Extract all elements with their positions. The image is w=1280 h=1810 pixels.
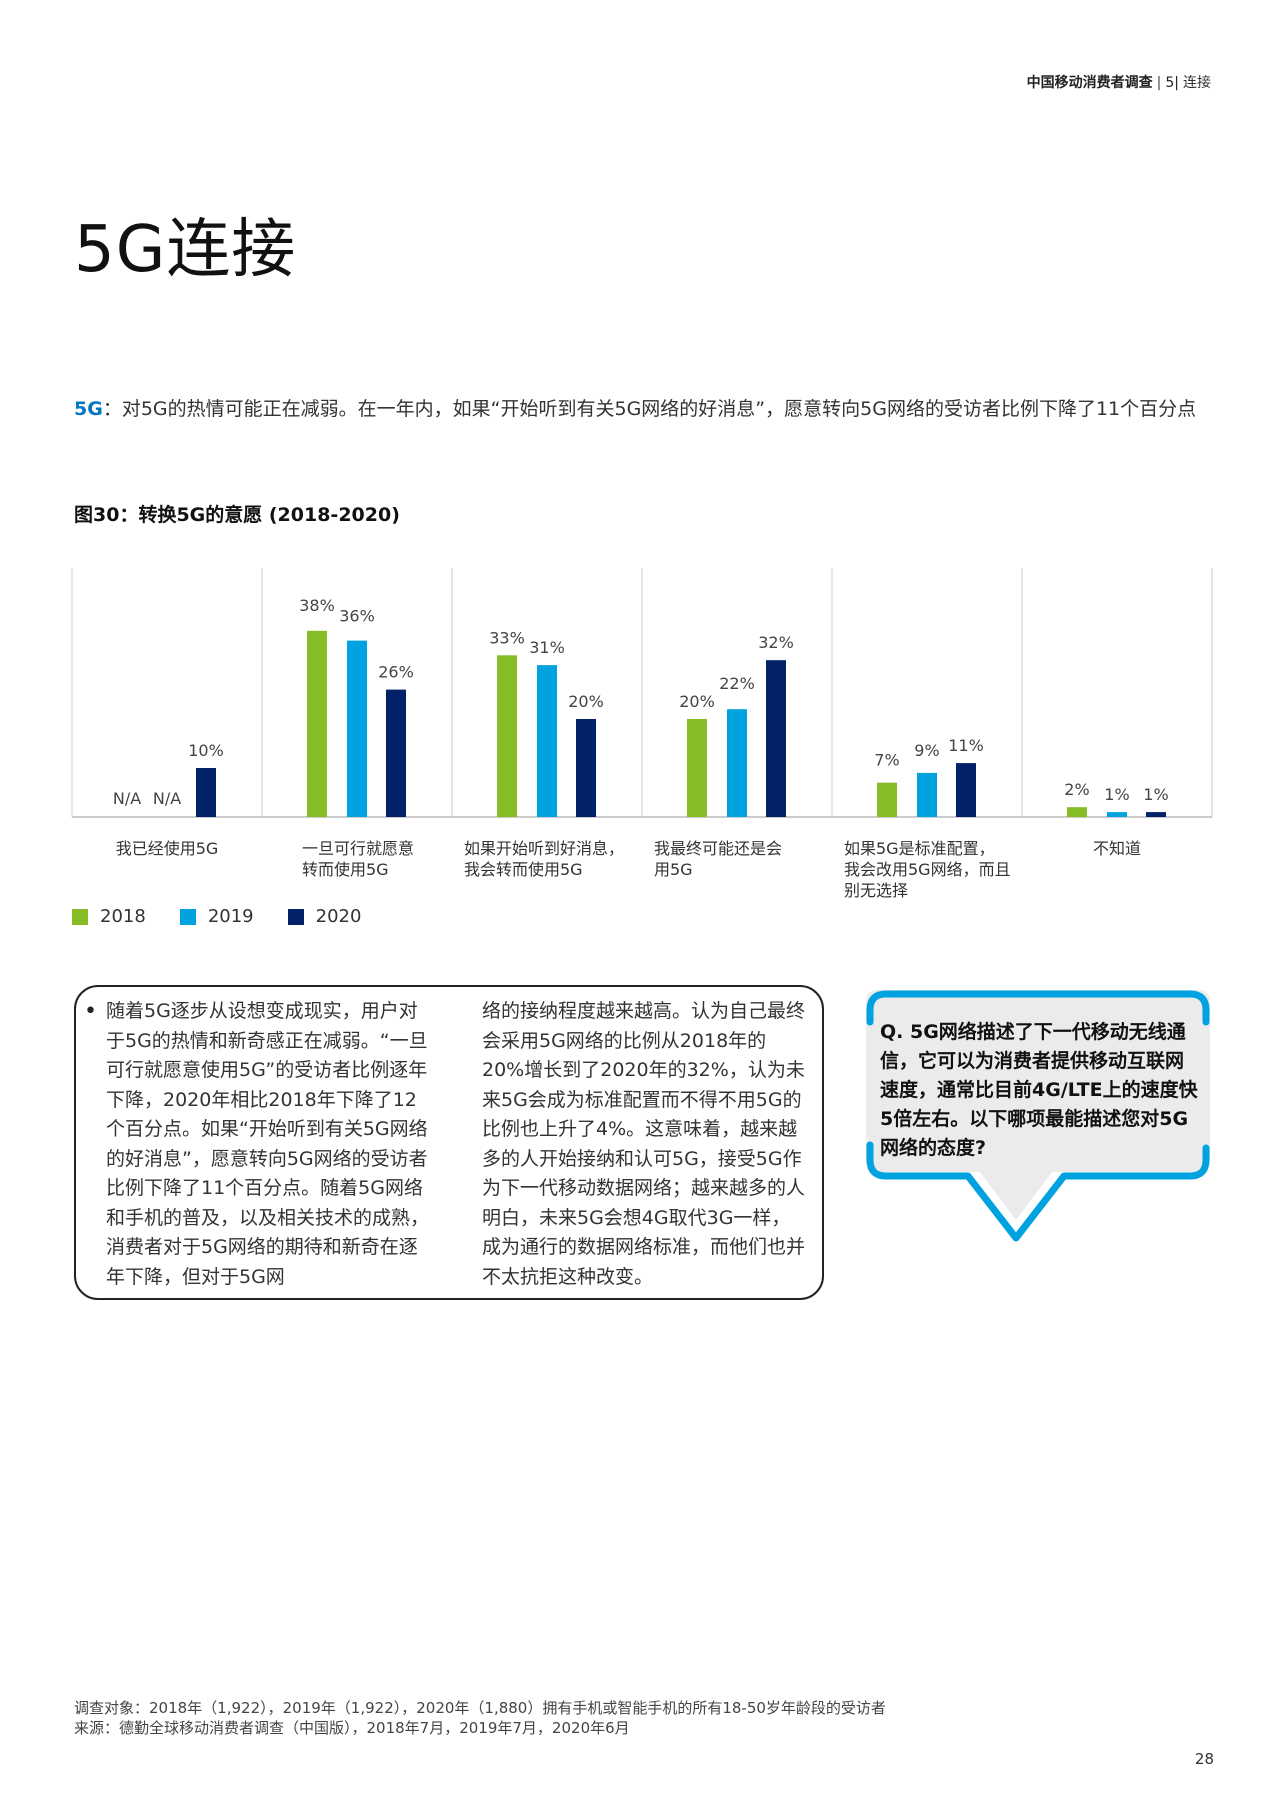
speech-bubble-fill [866, 990, 1210, 1220]
section-name: 连接 [1183, 75, 1211, 91]
legend-swatch-2020 [287, 908, 304, 925]
bar-2019-2 [347, 640, 367, 817]
bar-2019-3 [537, 665, 557, 817]
data-label-2018-6: 2% [1064, 780, 1089, 799]
legend-swatch-2019 [179, 908, 196, 925]
data-label-2020-3: 20% [568, 692, 604, 711]
footnote: 调查对象：2018年（1,922），2019年（1,922），2020年（1,8… [74, 1698, 886, 1738]
data-label-2020-6: 1% [1143, 785, 1168, 804]
data-label-2019-2: 36% [339, 607, 375, 626]
category-label-5-line-3: 别无选择 [844, 881, 908, 900]
data-label-2018-4: 20% [679, 692, 715, 711]
category-label-6-line-1: 不知道 [1093, 839, 1141, 858]
bar-2018-3 [497, 655, 517, 817]
bar-2018-6 [1067, 807, 1087, 817]
category-label-5-line-1: 如果5G是标准配置， [844, 839, 995, 858]
legend-item-2019: 2019 [179, 906, 254, 927]
data-label-2020-4: 32% [758, 633, 794, 652]
bar-2018-2 [307, 630, 327, 817]
chart-legend: 2018 2019 2020 [72, 906, 361, 927]
commentary-box: • 随着5G逐步从设想变成现实，用户对于5G的热情和新奇感正在减弱。“一旦可行就… [74, 985, 824, 1300]
category-label-2-line-2: 转而使用5G [302, 860, 389, 879]
page-number: 28 [1194, 1750, 1214, 1768]
bar-2020-3 [576, 719, 596, 817]
data-label-2018-5: 7% [874, 751, 899, 770]
legend-label-2018: 2018 [100, 906, 146, 927]
data-label-2019-5: 9% [914, 741, 939, 760]
bar-2018-5 [877, 782, 897, 817]
data-label-2019-3: 31% [529, 638, 565, 657]
intro-colon: ： [102, 398, 122, 420]
legend-item-2020: 2020 [287, 906, 362, 927]
data-label-2019-4: 22% [719, 674, 755, 693]
bar-2020-5 [956, 763, 976, 817]
bar-chart: N/A N/A 10% 我已经使用5G 38% 36% 26% 一旦可行就愿意 转而使用5G 33… [50, 560, 1230, 940]
bar-2020-2 [386, 689, 406, 817]
category-label-1-line-1: 我已经使用5G [116, 839, 219, 858]
commentary-column-1: 随着5G逐步从设想变成现实，用户对于5G的热情和新奇感正在减弱。“一旦可行就愿意… [106, 1000, 430, 1288]
data-label-2018-1: N/A [113, 789, 141, 808]
intro-text: 对5G的热情可能正在减弱。在一年内，如果“开始听到有关5G网络的好消息”，愿意转… [121, 398, 1197, 420]
question-speech-bubble [866, 990, 1210, 1242]
category-label-3-line-2: 我会转而使用5G [464, 860, 583, 879]
commentary-column-2: 络的接纳程度越来越高。认为自己最终会采用5G网络的比例从2018年的20%增长到… [482, 1000, 806, 1288]
category-label-3-line-1: 如果开始听到好消息， [464, 839, 624, 858]
intro-paragraph: 5G：对5G的热情可能正在减弱。在一年内，如果“开始听到有关5G网络的好消息”，… [74, 395, 1214, 424]
section-number: 5| [1165, 75, 1179, 91]
bubble-top-bracket [866, 990, 1210, 1026]
bubble-bottom-bracket [866, 1141, 1210, 1242]
legend-swatch-2018 [72, 908, 88, 925]
intro-label: 5G [74, 398, 103, 420]
bar-2019-6 [1107, 812, 1127, 817]
bullet-mark: • [84, 999, 97, 1024]
figure-title: 图30：转换5G的意愿 (2018-2020) [74, 504, 400, 526]
category-label-5-line-2: 我会改用5G网络，而且 [844, 860, 1011, 879]
survey-question: Q. 5G网络描述了下一代移动无线通信，它可以为消费者提供移动互联网速度，通常比… [880, 1021, 1198, 1159]
bar-2019-4 [727, 709, 747, 817]
data-label-2019-6: 1% [1104, 785, 1129, 804]
legend-label-2020: 2020 [315, 906, 362, 927]
header-separator: | [1156, 75, 1162, 91]
legend-item-2018: 2018 [72, 906, 146, 927]
bar-2020-6 [1146, 812, 1166, 817]
page-header: 中国移动消费者调查 | 5| 连接 [1027, 72, 1211, 92]
bar-2020-1 [196, 768, 216, 817]
category-label-4-line-2: 用5G [654, 860, 693, 879]
data-label-2020-2: 26% [378, 663, 414, 682]
bar-2019-5 [917, 772, 937, 817]
bar-2018-4 [687, 719, 707, 817]
category-label-2-line-1: 一旦可行就愿意 [302, 839, 414, 858]
data-label-2020-1: 10% [188, 741, 224, 760]
footnote-respondents: 调查对象：2018年（1,922），2019年（1,922），2020年（1,8… [74, 1699, 886, 1717]
data-label-2020-5: 11% [948, 736, 984, 755]
footnote-source: 来源：德勤全球移动消费者调查（中国版），2018年7月，2019年7月，2020… [74, 1719, 630, 1737]
data-label-2018-2: 38% [299, 596, 335, 615]
bar-2020-4 [766, 660, 786, 817]
data-label-2018-3: 33% [489, 628, 525, 647]
category-label-4-line-1: 我最终可能还是会 [654, 839, 782, 858]
page-title: 5G连接 [74, 213, 297, 287]
data-label-2019-1: N/A [153, 789, 181, 808]
legend-label-2019: 2019 [207, 906, 254, 927]
report-title: 中国移动消费者调查 [1026, 75, 1153, 91]
